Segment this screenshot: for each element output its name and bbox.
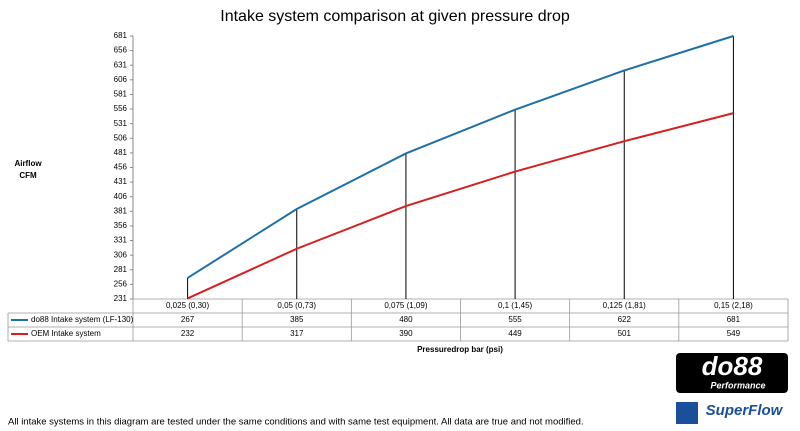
y-tick-label: 431 [114, 177, 128, 186]
logo-bg [676, 353, 788, 393]
y-tick-label: 481 [114, 148, 128, 157]
table-value: 449 [508, 329, 522, 338]
y-tick-label: 531 [114, 119, 128, 128]
superflow-logo: SuperFlow [676, 402, 784, 424]
chart-title: Intake system comparison at given pressu… [220, 8, 570, 25]
table-value: 681 [727, 315, 741, 324]
table-value: 267 [181, 315, 195, 324]
x-tick-label: 0,1 (1,45) [498, 301, 533, 310]
table-value: 390 [399, 329, 413, 338]
table-value: 622 [618, 315, 632, 324]
y-tick-label: 631 [114, 60, 128, 69]
x-axis-label: Pressuredrop bar (psi) [417, 345, 503, 354]
x-tick-label: 0,075 (1,09) [384, 301, 427, 310]
do88-logo: do88 Performance [676, 351, 788, 393]
table-value: 385 [290, 315, 304, 324]
footnote: All intake systems in this diagram are t… [8, 417, 584, 428]
table-value: 232 [181, 329, 195, 338]
x-tick-label: 0,05 (0,73) [277, 301, 316, 310]
logo-icon [676, 402, 698, 424]
table-value: 501 [618, 329, 632, 338]
y-tick-label: 681 [114, 31, 128, 40]
y-tick-label: 506 [114, 133, 128, 142]
table-value: 317 [290, 329, 304, 338]
legend-label: do88 Intake system (LF-130) [31, 315, 134, 324]
x-tick-label: 0,15 (2,18) [714, 301, 753, 310]
y-tick-label: 306 [114, 250, 128, 259]
y-tick-label: 356 [114, 221, 128, 230]
y-axis-label: CFM [19, 171, 37, 180]
logo-text: Performance [710, 380, 765, 390]
y-tick-label: 406 [114, 192, 128, 201]
series-line [187, 112, 734, 300]
logo-text: do88 [702, 351, 763, 381]
y-tick-label: 556 [114, 104, 128, 113]
y-tick-label: 456 [114, 163, 128, 172]
table-value: 549 [727, 329, 741, 338]
y-tick-label: 656 [114, 46, 128, 55]
legend-label: OEM Intake system [31, 329, 101, 338]
table-value: 480 [399, 315, 413, 324]
y-tick-label: 381 [114, 206, 128, 215]
table-value: 555 [508, 315, 522, 324]
x-tick-label: 0,025 (0,30) [166, 301, 209, 310]
series-line [187, 35, 734, 279]
y-tick-label: 231 [114, 294, 128, 303]
y-tick-label: 581 [114, 90, 128, 99]
y-axis-label: Airflow [14, 159, 42, 168]
y-tick-label: 331 [114, 236, 128, 245]
y-tick-label: 256 [114, 279, 128, 288]
x-tick-label: 0,125 (1,81) [603, 301, 646, 310]
logo-text: SuperFlow [706, 402, 784, 419]
y-tick-label: 606 [114, 75, 128, 84]
y-tick-label: 281 [114, 265, 128, 274]
